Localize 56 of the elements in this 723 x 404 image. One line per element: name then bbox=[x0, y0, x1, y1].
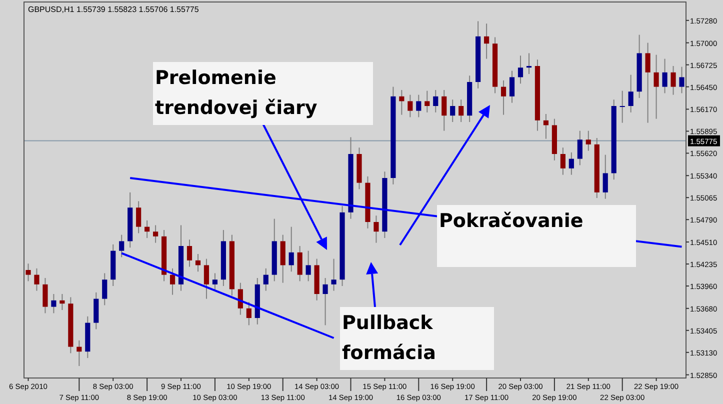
candlestick bbox=[560, 147, 566, 176]
candlestick bbox=[679, 66, 684, 94]
candlestick bbox=[424, 90, 430, 113]
annotation: Pullback formácia bbox=[342, 312, 436, 364]
candlestick bbox=[628, 74, 634, 113]
candlestick bbox=[297, 246, 302, 282]
candlestick bbox=[568, 152, 574, 176]
candlestick bbox=[484, 23, 490, 60]
candlestick bbox=[246, 302, 252, 326]
candlestick bbox=[94, 292, 99, 330]
candlestick bbox=[645, 42, 650, 124]
candlestick bbox=[102, 272, 108, 306]
candlestick bbox=[374, 215, 379, 244]
candlestick bbox=[509, 70, 515, 104]
candlestick bbox=[450, 99, 456, 122]
candlestick bbox=[331, 258, 336, 292]
candlestick bbox=[543, 114, 549, 140]
candlestick bbox=[306, 250, 311, 282]
candlestick bbox=[322, 278, 328, 326]
candlestick bbox=[399, 90, 404, 116]
chart-title: GBPUSD,H1 1.55739 1.55823 1.55706 1.55775 bbox=[28, 5, 200, 14]
candlestick bbox=[204, 258, 210, 300]
candlestick bbox=[408, 94, 413, 118]
candlestick bbox=[518, 55, 524, 84]
candlestick bbox=[34, 268, 40, 292]
candlestick bbox=[458, 99, 464, 122]
candlestick bbox=[26, 263, 31, 282]
candlestick bbox=[586, 130, 591, 152]
candlestick bbox=[288, 226, 294, 272]
candlestick bbox=[620, 90, 625, 124]
candlestick bbox=[670, 66, 676, 96]
candlestick bbox=[51, 294, 56, 314]
candlestick bbox=[144, 220, 150, 238]
candlestick bbox=[60, 294, 65, 310]
candlestick bbox=[433, 90, 438, 113]
candlestick bbox=[76, 340, 82, 366]
candlestick bbox=[119, 234, 124, 258]
candlestick bbox=[280, 234, 286, 284]
candlestick bbox=[263, 268, 268, 292]
candlestick bbox=[416, 94, 422, 118]
candlestick bbox=[195, 254, 201, 272]
candlestick bbox=[136, 200, 142, 234]
candlestick bbox=[42, 278, 48, 314]
candlestick bbox=[500, 80, 506, 116]
candlestick bbox=[212, 272, 218, 292]
candlestick bbox=[602, 154, 608, 200]
candlestick bbox=[186, 239, 192, 268]
annotation: Pokračovanie bbox=[439, 210, 584, 232]
candlestick bbox=[577, 130, 582, 166]
candlestick bbox=[526, 52, 532, 74]
candlestick bbox=[170, 268, 176, 296]
candlestick bbox=[662, 58, 668, 94]
candlestick bbox=[654, 54, 659, 120]
candlestick bbox=[153, 224, 158, 244]
candlestick bbox=[442, 90, 447, 132]
annotation: Prelomenie trendovej čiary bbox=[155, 67, 318, 119]
